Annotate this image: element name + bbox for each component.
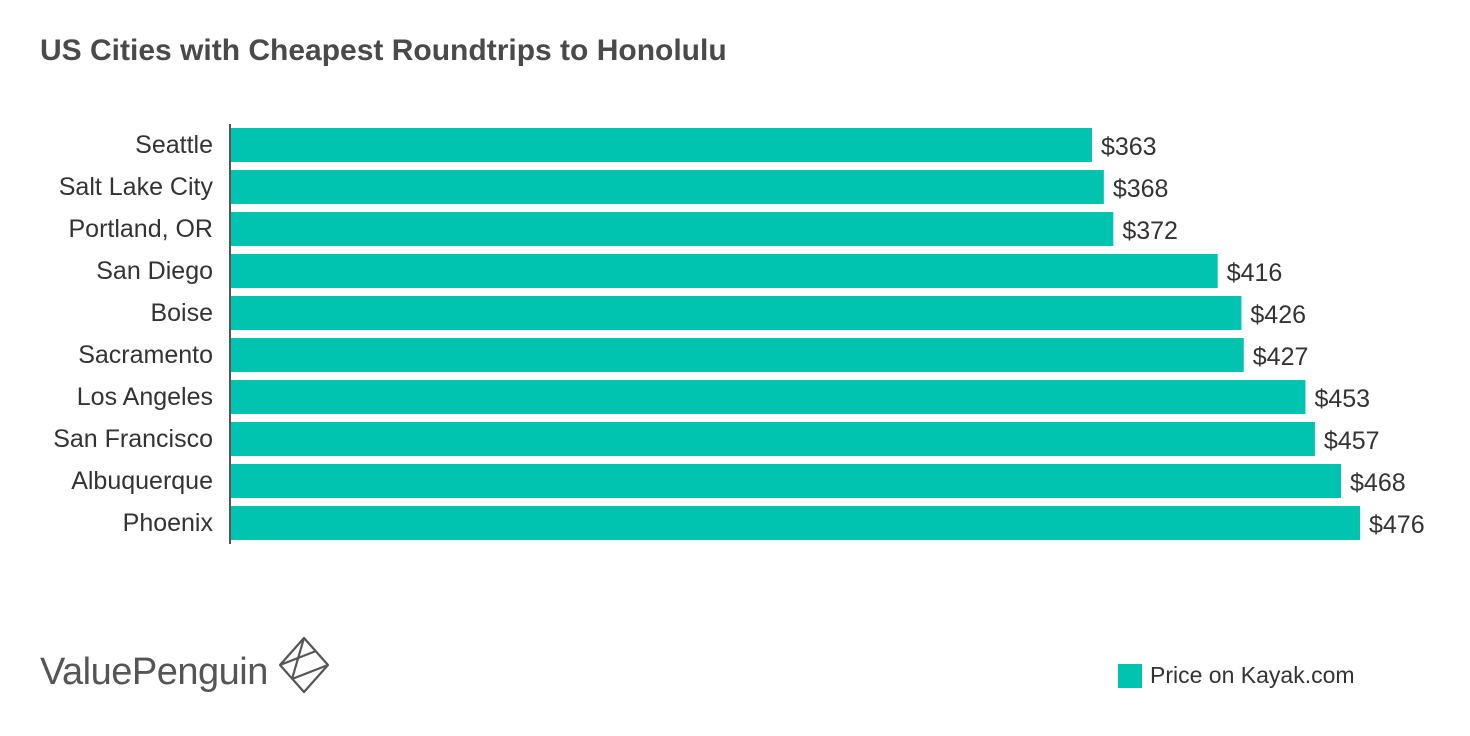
legend-label: Price on Kayak.com	[1150, 662, 1355, 688]
bar-chart: Seattle Salt Lake City Portland, OR San Die…	[53, 124, 1425, 544]
category-label: Phoenix	[123, 509, 214, 537]
category-label: Seattle	[135, 131, 213, 159]
chart-title: US Cities with Cheapest Roundtrips to Ho…	[40, 34, 727, 67]
category-label: Sacramento	[78, 341, 213, 369]
diamond-logo-icon	[278, 636, 329, 694]
category-label: Los Angeles	[77, 383, 213, 411]
category-label: San Diego	[96, 257, 213, 285]
value-label: $368	[1113, 175, 1169, 203]
legend: Price on Kayak.com	[1118, 662, 1355, 689]
value-labels-group: $363 $368 $372 $416 $426 $427$453 $457 $468 $476	[1101, 133, 1425, 539]
brand-name: ValuePenguin	[40, 650, 268, 693]
category-label: Salt Lake City	[59, 173, 214, 201]
value-label: $468	[1350, 469, 1406, 497]
value-label: $372	[1122, 217, 1178, 245]
bar	[231, 254, 1218, 288]
bar	[231, 506, 1360, 540]
bar	[231, 128, 1092, 162]
category-label: Portland, OR	[68, 215, 213, 243]
bar	[231, 212, 1114, 246]
bar	[231, 464, 1342, 498]
value-label: $457	[1324, 427, 1380, 455]
category-label: Albuquerque	[71, 467, 213, 495]
category-label: Boise	[150, 299, 213, 327]
bar	[231, 380, 1306, 414]
brand-logo: ValuePenguin	[40, 636, 330, 694]
bars-group	[231, 128, 1360, 540]
value-label: $363	[1101, 133, 1157, 161]
category-labels-group: Seattle Salt Lake City Portland, OR San Die…	[53, 131, 213, 537]
bar	[231, 296, 1242, 330]
value-label: $416	[1227, 259, 1283, 287]
value-label: $476	[1369, 511, 1425, 539]
legend-swatch	[1118, 663, 1142, 688]
value-label: $427	[1253, 343, 1309, 371]
value-label: $426	[1250, 301, 1306, 329]
bar	[231, 422, 1315, 456]
bar	[231, 170, 1104, 204]
category-label: San Francisco	[53, 425, 213, 453]
value-label: $453	[1314, 385, 1370, 413]
bar	[231, 338, 1244, 372]
